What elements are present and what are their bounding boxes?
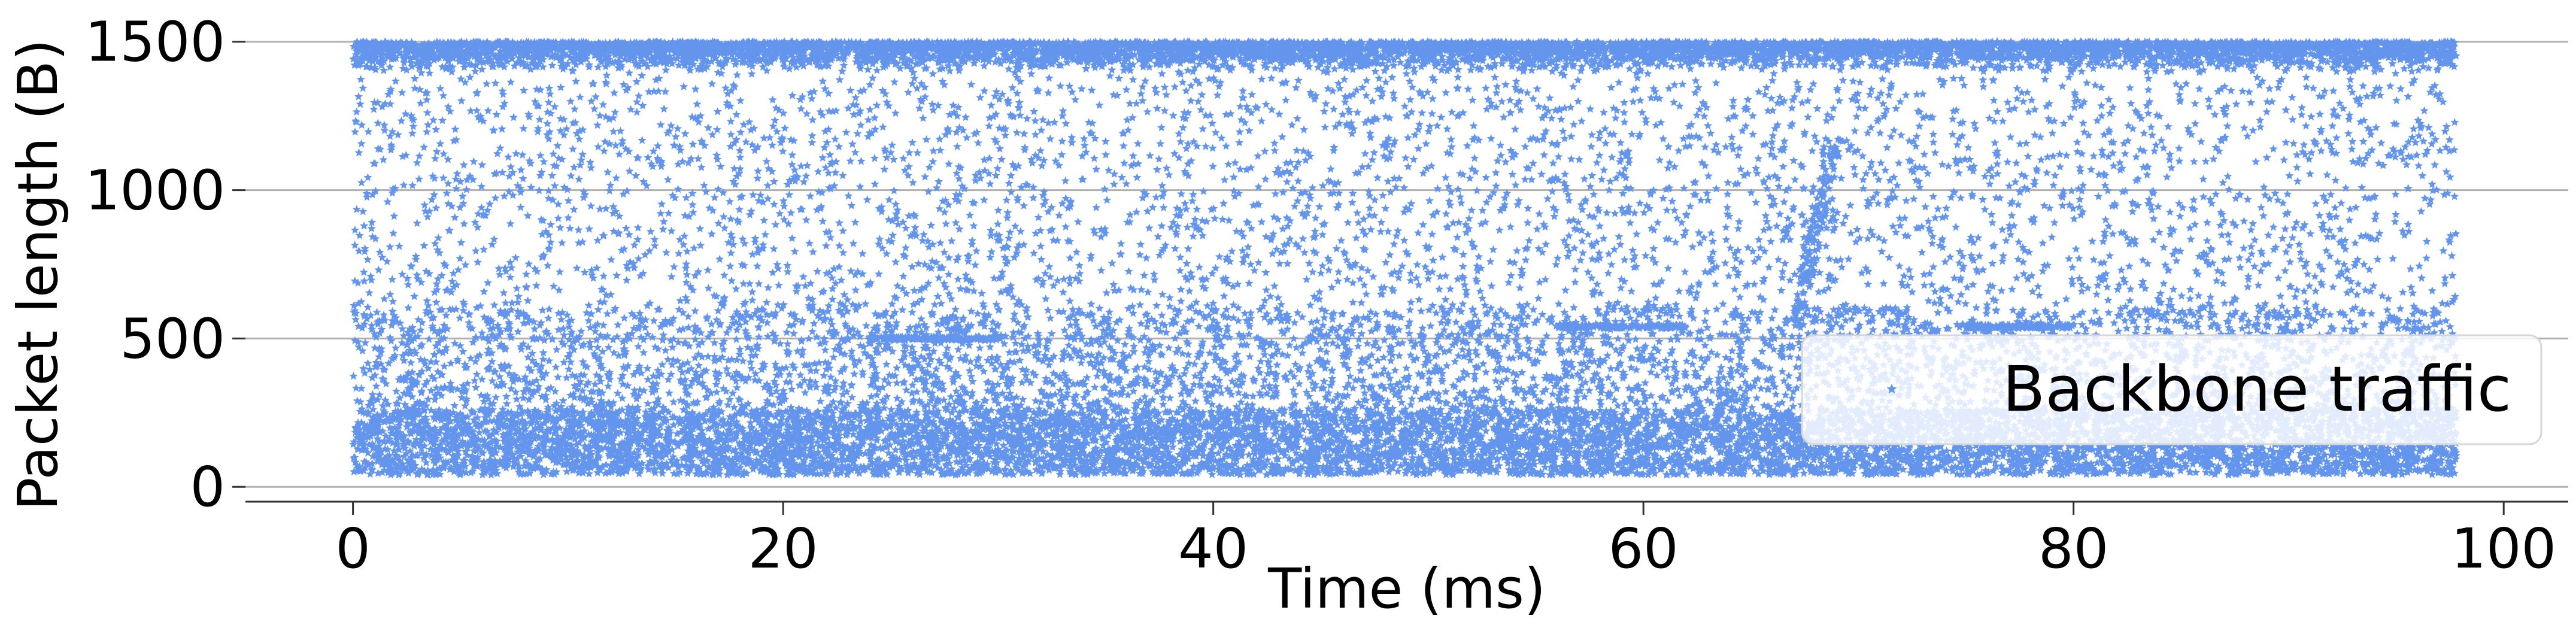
legend-label: Backbone traffic bbox=[2002, 353, 2511, 426]
x-tick-label: 20 bbox=[748, 517, 818, 581]
x-tick-label: 100 bbox=[2451, 517, 2556, 581]
x-tick-label: 60 bbox=[1609, 517, 1679, 581]
legend: Backbone traffic bbox=[1801, 334, 2542, 445]
legend-box bbox=[1801, 334, 2542, 445]
y-axis-title: Packet length (B) bbox=[6, 39, 70, 511]
scatter-points bbox=[349, 37, 2461, 479]
x-axis-title: Time (ms) bbox=[1267, 557, 1546, 621]
y-tick-label: 500 bbox=[120, 307, 225, 371]
x-tick-label: 40 bbox=[1178, 517, 1248, 581]
x-tick-label: 80 bbox=[2038, 517, 2108, 581]
y-tick-label: 0 bbox=[190, 455, 225, 519]
x-tick-label: 0 bbox=[335, 517, 371, 581]
y-tick-label: 1000 bbox=[85, 159, 225, 223]
axes: 0 500 1000 1500 0 20 40 60 80 100 bbox=[85, 10, 2568, 581]
y-tick-label: 1500 bbox=[85, 10, 225, 74]
legend-marker-star-icon bbox=[1886, 384, 1897, 394]
data-points bbox=[349, 37, 2461, 479]
